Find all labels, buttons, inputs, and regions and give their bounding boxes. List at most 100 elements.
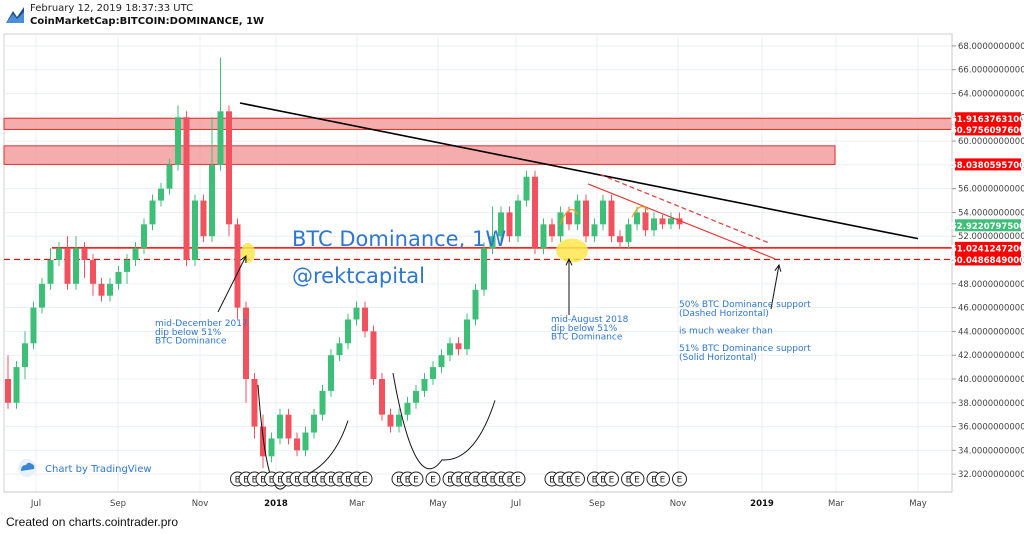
candle-up — [413, 390, 419, 403]
event-label: E — [566, 476, 572, 486]
candle-down — [370, 331, 377, 379]
event-label: E — [481, 476, 487, 486]
event-label: E — [600, 476, 606, 486]
event-label: E — [498, 476, 504, 486]
candle-down — [243, 307, 249, 379]
price-label-text: 50.0486849000 — [951, 256, 1024, 266]
event-label: E — [558, 476, 564, 486]
candle-up — [22, 343, 28, 368]
annotation-support: (Solid Horizontal) — [679, 353, 757, 363]
price-label-box — [955, 112, 1021, 125]
event-circle — [408, 471, 424, 487]
channel-lower — [587, 183, 776, 260]
candle-down — [98, 283, 105, 296]
candle-down — [608, 200, 615, 237]
x-tick-label: Nov — [670, 499, 687, 509]
y-tick-label: 36.0000000000 — [958, 423, 1024, 433]
event-marker: E — [672, 471, 687, 487]
candle-down — [294, 438, 300, 451]
event-label: E — [626, 476, 632, 486]
candle-down — [549, 224, 555, 237]
candle-up — [438, 355, 445, 368]
event-circle — [604, 471, 619, 487]
candle-down — [90, 260, 96, 284]
x-tick-label: Mar — [349, 499, 366, 509]
candle-down — [200, 200, 207, 237]
event-label: E — [328, 476, 334, 486]
event-label: E — [362, 476, 368, 486]
y-tick-label: 34.0000000000 — [958, 446, 1024, 456]
event-label: E — [609, 476, 615, 486]
candle-up — [625, 224, 632, 243]
y-tick-label: 52.0000000000 — [958, 232, 1024, 242]
timestamp: February 12, 2019 18:37:33 UTC — [30, 3, 194, 14]
event-marker: E — [510, 471, 526, 487]
candle-up — [209, 164, 215, 237]
footer-credit: Created on charts.cointrader.pro — [6, 515, 179, 529]
annotation-dec-2017: BTC Dominance — [155, 337, 227, 347]
event-label: E — [660, 476, 666, 486]
candle-down — [81, 248, 88, 261]
candle-up — [311, 414, 317, 433]
x-tick-label: Jul — [510, 499, 521, 509]
chart-subtitle: @rektcapital — [292, 264, 425, 288]
candles — [5, 57, 683, 469]
candle-up — [149, 200, 156, 225]
price-label-text: 51.0241247200 — [951, 244, 1024, 254]
y-tick-label: 38.0000000000 — [958, 399, 1024, 409]
arrow-support — [770, 264, 780, 310]
candle-up — [600, 200, 606, 225]
candle-up — [166, 164, 173, 189]
annotation-support: (Dashed Horizontal) — [679, 309, 769, 319]
chart-texts: BTC Dominance, 1W @rektcapital mid-Decembe… — [18, 227, 811, 477]
event-label: E — [354, 476, 360, 486]
price-label-box — [955, 158, 1021, 171]
y-tick-label: 32.0000000000 — [958, 470, 1024, 480]
price-label-box — [955, 253, 1021, 266]
event-label: E — [447, 476, 453, 486]
candle-up — [404, 402, 411, 415]
event-label: E — [269, 476, 275, 486]
bowl-curve-2 — [392, 372, 496, 470]
candle-up — [328, 355, 334, 391]
y-tick-label: 66.0000000000 — [958, 66, 1024, 76]
btc-dominance-chart[interactable]: BTC Dominance, 1W @rektcapital mid-Decembe… — [0, 32, 1024, 512]
event-label: E — [277, 476, 283, 486]
arrow-aug-2018-head — [565, 257, 573, 266]
candle-up — [141, 224, 147, 249]
event-label: E — [515, 476, 521, 486]
event-label: E — [337, 476, 343, 486]
highlight-dec-2017 — [241, 242, 255, 263]
candle-up — [345, 319, 351, 344]
candle-down — [379, 378, 385, 415]
candle-down — [387, 414, 394, 427]
symbol-title: CoinMarketCap:BITCOIN:DOMINANCE, 1W — [30, 16, 265, 27]
orange-arc — [559, 208, 579, 225]
candle-down — [285, 414, 292, 439]
annotation-aug-2018: dip below 51% — [551, 324, 618, 334]
arrow-dec-2017 — [217, 255, 247, 313]
event-circle — [629, 471, 645, 487]
event-label: E — [286, 476, 292, 486]
tradingview-watermark: Chart by TradingView — [18, 459, 152, 477]
event-marker: E — [604, 471, 619, 487]
chart-title: BTC Dominance, 1W — [292, 227, 506, 251]
candle-down — [532, 176, 538, 249]
candle-up — [668, 218, 674, 225]
x-tick-label: Nov — [192, 499, 209, 509]
candle-down — [64, 248, 71, 284]
support-lines — [4, 247, 952, 261]
event-label: E — [396, 476, 402, 486]
candle-up — [430, 367, 436, 379]
event-label: E — [490, 476, 496, 486]
candle-up — [47, 260, 54, 284]
event-marker: E — [570, 471, 585, 487]
candle-up — [158, 188, 164, 201]
candle-up — [447, 343, 453, 356]
event-label: E — [405, 476, 411, 486]
candle-up — [268, 438, 275, 457]
annotation-support: 51% BTC Dominance support — [679, 344, 811, 354]
annotation-aug-2018: BTC Dominance — [551, 333, 623, 343]
event-circle — [357, 471, 373, 487]
